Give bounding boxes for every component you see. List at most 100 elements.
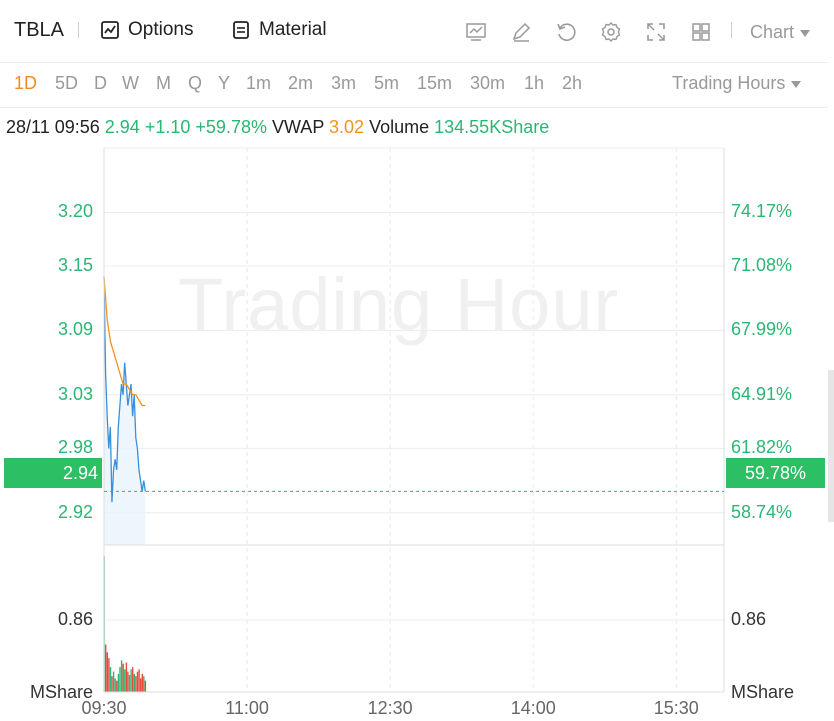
y-tick-pct-label: 58.74% — [731, 501, 793, 522]
layout-icon[interactable] — [689, 20, 713, 44]
chart-type-label: Chart — [750, 22, 795, 42]
fullscreen-icon[interactable] — [644, 20, 668, 44]
x-tick-label: 15:30 — [653, 698, 699, 718]
volume-bar — [128, 675, 131, 692]
quote-change-pct: +59.78% — [195, 117, 267, 137]
y-tick-label: 3.09 — [58, 319, 94, 340]
toolbar: TBLA Options Material Chart — [0, 0, 828, 63]
tab-period[interactable]: Q — [188, 73, 203, 93]
trading-hours-label: Trading Hours — [672, 73, 786, 93]
divider — [731, 22, 732, 38]
x-tick-label: 11:00 — [225, 698, 269, 718]
tab-period[interactable]: 2m — [288, 73, 314, 93]
tab-period[interactable]: 1h — [524, 73, 545, 93]
volume-bar — [127, 671, 129, 692]
price-line — [103, 276, 146, 503]
volume-bar — [122, 663, 124, 692]
ticker-symbol: TBLA — [14, 19, 65, 41]
volume-value: 134.55KShare — [434, 117, 550, 137]
scrollbar[interactable] — [828, 370, 834, 522]
quote-change: +1.10 — [144, 117, 191, 137]
volume-bar — [138, 669, 140, 692]
material-button[interactable]: Material — [231, 19, 327, 41]
volume-bar — [120, 660, 123, 692]
x-tick-label: 14:00 — [510, 698, 556, 718]
tab-period[interactable]: W — [122, 73, 139, 93]
y-tick-label: 3.15 — [58, 255, 94, 276]
volume-bar — [112, 671, 115, 692]
material-label: Material — [259, 19, 327, 40]
volume-bar — [143, 676, 145, 692]
current-price-tag: 2.94 — [4, 458, 102, 488]
volume-bar — [114, 678, 116, 692]
volume-bar — [124, 669, 126, 692]
tab-period[interactable]: Y — [218, 73, 231, 93]
volume-bar — [135, 676, 137, 692]
current-pct-tag: 59.78% — [726, 458, 825, 488]
indicator-icon[interactable] — [464, 20, 488, 44]
caret-down-icon — [800, 29, 811, 37]
trading-hours-select[interactable]: Trading Hours — [672, 73, 802, 94]
tab-period[interactable]: D — [94, 73, 107, 93]
chart-type-select[interactable]: Chart — [750, 22, 811, 43]
y-tick-pct-label: 61.82% — [731, 437, 793, 458]
volume-tick-right: 0.86 — [731, 609, 767, 629]
volume-bar — [109, 667, 112, 692]
volume-bar — [132, 667, 134, 692]
volume-bar — [141, 673, 143, 692]
y-tick-pct-label: 74.17% — [731, 201, 793, 222]
volume-bar — [105, 644, 107, 692]
tab-period[interactable]: 1m — [246, 73, 272, 93]
period-tabs: 1D 5D D W M Q Y 1m 2m 3m 5m 15m 30m 1h 2… — [0, 62, 828, 108]
caret-down-icon — [791, 80, 802, 88]
price-area — [104, 276, 146, 545]
vwap-label: VWAP — [271, 117, 324, 137]
volume-bar — [116, 680, 118, 692]
volume-unit-right: MShare — [731, 682, 795, 702]
options-button[interactable]: Options — [100, 19, 193, 41]
volume-bar — [106, 652, 108, 692]
quote-price: 2.94 — [104, 117, 140, 137]
price-area-fill — [104, 276, 146, 545]
volume-bar — [136, 671, 139, 692]
tab-period[interactable]: 1D — [14, 73, 38, 93]
volume-bar — [111, 676, 113, 692]
tab-period[interactable]: 2h — [562, 73, 583, 93]
vwap-value: 3.02 — [329, 117, 365, 137]
volume-bar — [125, 662, 128, 692]
tab-period[interactable]: M — [156, 73, 171, 93]
grid — [104, 147, 724, 692]
y-tick-label: 3.20 — [58, 201, 94, 222]
series-lines — [103, 276, 146, 503]
y-tick-label: 3.03 — [58, 383, 94, 404]
tab-period[interactable]: 5m — [374, 73, 400, 93]
x-tick-label: 09:30 — [81, 698, 127, 718]
tab-period[interactable]: 3m — [331, 73, 357, 93]
tab-period[interactable]: 15m — [417, 73, 453, 93]
volume-bar — [130, 669, 132, 692]
vwap-line — [103, 276, 146, 407]
tab-period[interactable]: 5D — [55, 73, 79, 93]
draw-icon[interactable] — [509, 20, 533, 44]
quote-info: 28/11 09:56 2.94 +1.10 +59.78% VWAP 3.02… — [6, 117, 549, 138]
volume-bar — [140, 678, 142, 692]
chart-frame — [103, 148, 725, 693]
watermark: Trading Hour — [178, 263, 620, 346]
volume-bar — [108, 658, 110, 692]
divider — [78, 22, 79, 38]
y-tick-pct-label: 71.08% — [731, 255, 793, 276]
refresh-icon[interactable] — [554, 20, 578, 44]
document-icon — [233, 21, 249, 39]
volume-label: Volume — [369, 117, 430, 137]
x-tick-label: 12:30 — [367, 698, 413, 718]
settings-icon[interactable] — [599, 20, 623, 44]
y-tick-label: 2.92 — [58, 501, 94, 522]
y-tick-label: 2.98 — [58, 437, 94, 458]
chart-icon — [101, 21, 119, 39]
y-tick-pct-label: 64.91% — [731, 383, 793, 404]
quote-datetime: 28/11 09:56 — [6, 117, 100, 137]
options-label: Options — [128, 19, 194, 40]
volume-bar — [144, 680, 147, 692]
tab-period[interactable]: 30m — [470, 73, 506, 93]
